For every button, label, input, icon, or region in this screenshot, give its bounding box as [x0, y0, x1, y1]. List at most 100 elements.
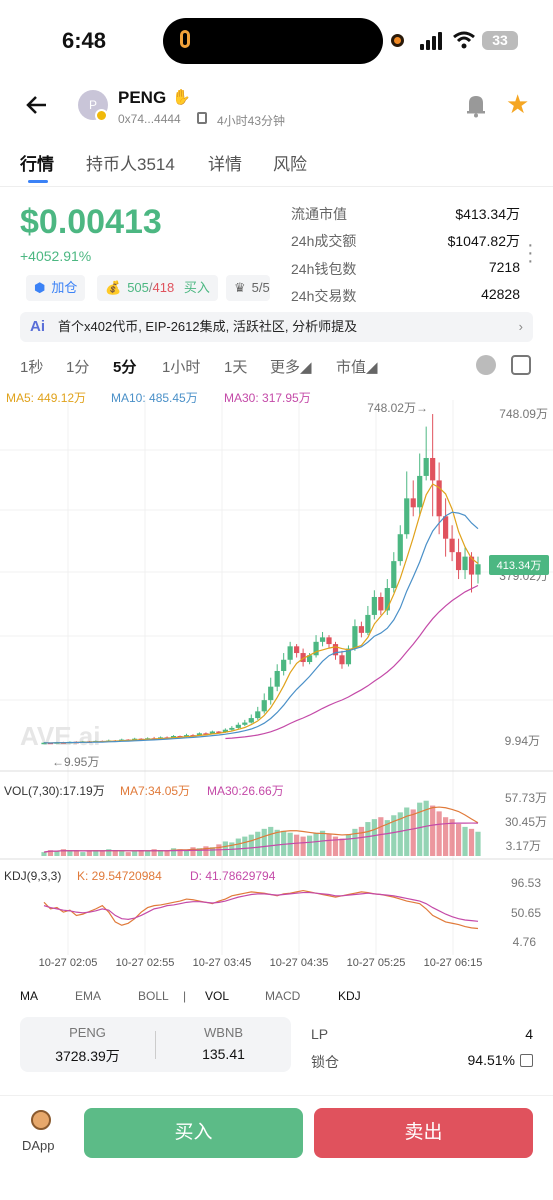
volume-bar [391, 815, 397, 856]
candle [449, 538, 455, 553]
indicator-ma[interactable]: MA [20, 989, 38, 1003]
favorite-star-icon[interactable]: ★ [506, 89, 530, 119]
token-avatar: P [78, 90, 108, 120]
volume-bar [300, 836, 306, 856]
back-arrow-icon[interactable] [24, 92, 50, 125]
volume-bar [294, 834, 300, 856]
timeframe-1h[interactable]: 1小时 [162, 359, 201, 376]
volume-bar [54, 851, 60, 856]
candles [41, 414, 481, 745]
tab-holders[interactable]: 持币人3514 [86, 155, 175, 174]
volume-bar [404, 807, 410, 856]
add-position-button[interactable]: ⬢ 加仓 [26, 275, 86, 301]
active-tab-indicator [28, 180, 48, 183]
candle [443, 516, 449, 539]
volume-bar [151, 849, 157, 856]
indicator-toggle-icon[interactable] [476, 355, 496, 375]
candle [468, 556, 475, 575]
volume-bar [138, 850, 144, 856]
candle [339, 655, 345, 665]
watermark: AVE.ai [20, 721, 100, 751]
ma-lines [43, 483, 479, 744]
volume-bar [378, 817, 384, 856]
kdj-legend: KDJ(9,3,3) [4, 869, 61, 883]
candle [352, 626, 358, 649]
pool-token2-amount: 135.41 [202, 1046, 245, 1062]
indicator-boll[interactable]: BOLL [138, 989, 169, 1003]
tab-risk[interactable]: 风险 [273, 155, 307, 174]
volume-bar [261, 828, 267, 856]
time-axis: 10-27 02:05 10-27 02:55 10-27 03:45 10-27 0… [39, 957, 483, 969]
candle [294, 646, 300, 654]
dapp-label[interactable]: DApp [22, 1138, 55, 1153]
time-tick-label: 10-27 06:15 [424, 957, 483, 969]
buy-count: 505 [127, 280, 149, 295]
timeframe-5m[interactable]: 5分 [113, 359, 137, 376]
signal-icon [420, 32, 444, 50]
timeframe-1d[interactable]: 1天 [224, 359, 248, 376]
current-price-badge [489, 555, 549, 575]
volume-bar [443, 817, 449, 856]
volume-bar [60, 849, 67, 856]
timeframe-1m[interactable]: 1分 [66, 359, 90, 376]
volume-bar [157, 850, 164, 856]
external-link-icon[interactable] [520, 1054, 533, 1067]
volume-bar [93, 850, 99, 856]
ma30-legend: MA30: 317.95万 [224, 391, 311, 405]
timeframe-more[interactable]: 更多◢ [270, 359, 312, 376]
candle [216, 731, 222, 734]
chart-settings-icon[interactable] [511, 355, 531, 375]
volume-bar [306, 835, 313, 856]
crown-pill-value: 5/5 [251, 280, 270, 295]
candle [319, 637, 326, 642]
more-vertical-icon[interactable]: · · · [527, 234, 534, 272]
copy-icon[interactable] [197, 112, 207, 124]
volume-bar [371, 819, 377, 856]
indicator-kdj[interactable]: KDJ [338, 989, 361, 1003]
buy-sell-count-pill[interactable]: 💰 505/418 买入 [97, 275, 218, 301]
volume-bar [209, 847, 216, 856]
ai-summary-bar[interactable]: Ai 首个x402代币, EIP-2612集成, 活跃社区, 分析师提及 › [20, 312, 533, 342]
price-change: +4052.91% [20, 248, 92, 264]
volume-bar [242, 836, 248, 856]
buy-button[interactable]: 买入 [84, 1108, 303, 1158]
volume-bar [145, 851, 151, 856]
volume-bar [468, 828, 475, 856]
candle [306, 655, 313, 663]
candle [229, 727, 235, 730]
bell-icon[interactable] [463, 92, 489, 125]
stat-value: 7218 [488, 259, 520, 275]
volume-bar [67, 851, 73, 856]
timeframe-1s[interactable]: 1秒 [20, 359, 44, 376]
stat-label: 24h成交额 [291, 233, 357, 249]
indicator-ema[interactable]: EMA [75, 989, 102, 1003]
vol-ma7-legend: MA7:34.05万 [120, 784, 190, 798]
price-axis-bottom: 9.94万 [505, 734, 540, 748]
kdj-axis-mid: 50.65 [511, 906, 541, 920]
crown-pill[interactable]: ♛ 5/5 [226, 275, 270, 301]
candle [358, 626, 365, 633]
dapp-icon[interactable] [31, 1110, 51, 1130]
liquidity-pool-card: PENG 3728.39万 WBNB 135.41 [20, 1017, 291, 1072]
indicator-macd[interactable]: MACD [265, 989, 301, 1003]
volume-bar [352, 828, 358, 856]
tab-market[interactable]: 行情 [20, 155, 54, 174]
metric-selector[interactable]: 市值◢ [336, 359, 378, 376]
volume-bar [170, 848, 177, 856]
volume-bar [164, 851, 170, 856]
ai-summary-text: 首个x402代币, EIP-2612集成, 活跃社区, 分析师提及 [58, 319, 358, 334]
candle [274, 670, 280, 687]
indicator-vol[interactable]: VOL [205, 989, 230, 1003]
stat-value: $413.34万 [455, 206, 520, 222]
candle [371, 596, 377, 615]
count-separator: / [148, 280, 153, 295]
contract-address[interactable]: 0x74...4444 [118, 112, 181, 126]
price-chart[interactable]: AVE.ai 748.09万 379.02万 9.94万 413.34万 748… [0, 400, 553, 975]
volume-bar [177, 849, 183, 856]
tab-details[interactable]: 详情 [208, 155, 242, 174]
candle [332, 644, 339, 656]
recording-indicator-icon [391, 34, 404, 47]
volume-bar [319, 830, 326, 856]
time-tick-label: 10-27 03:45 [193, 957, 252, 969]
sell-button[interactable]: 卖出 [314, 1108, 533, 1158]
